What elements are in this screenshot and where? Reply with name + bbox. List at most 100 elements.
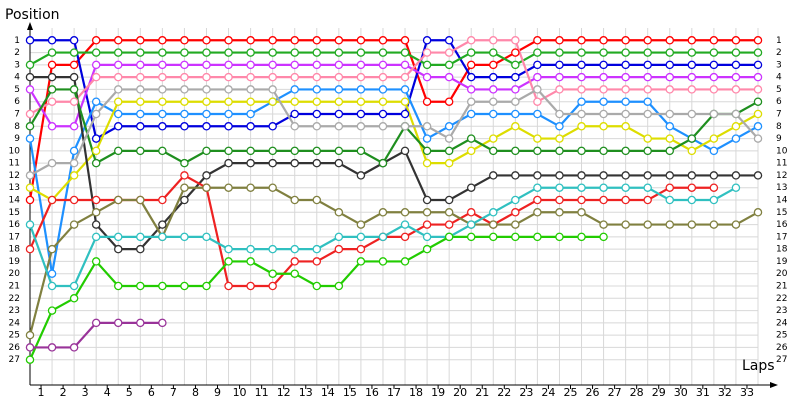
position-marker (268, 72, 277, 82)
position-marker (621, 183, 630, 192)
position-marker (400, 97, 410, 106)
position-marker (621, 36, 630, 45)
x-tick-label: 29 (652, 386, 666, 399)
position-marker (422, 60, 432, 70)
position-marker (356, 85, 366, 94)
position-marker (466, 208, 476, 217)
position-marker (158, 36, 167, 45)
position-marker (180, 281, 189, 291)
position-marker (400, 146, 410, 156)
position-marker (577, 146, 586, 156)
position-marker (224, 158, 233, 168)
position-marker (25, 36, 35, 45)
position-marker (312, 97, 322, 106)
position-marker (202, 36, 211, 45)
position-marker (91, 36, 101, 45)
position-marker (356, 109, 366, 119)
position-marker (643, 134, 652, 143)
position-marker (47, 48, 57, 57)
y-tick-label: 21 (9, 282, 20, 292)
position-marker (643, 36, 652, 45)
position-marker (202, 48, 211, 57)
position-marker (91, 48, 101, 57)
position-marker (334, 48, 344, 57)
position-marker (577, 232, 586, 242)
position-marker (709, 60, 719, 70)
x-tick-label: 5 (126, 386, 133, 399)
position-marker (489, 134, 498, 143)
position-marker (180, 48, 189, 57)
y-tick-label: 15 (9, 208, 20, 218)
position-marker (400, 48, 410, 57)
position-marker (687, 85, 697, 94)
y-tick-label: 25 (9, 331, 20, 341)
position-marker (113, 318, 123, 328)
y-tick-label-right: 13 (776, 183, 787, 193)
position-marker (753, 109, 763, 119)
position-marker (511, 171, 520, 180)
position-marker (91, 60, 101, 70)
position-marker (25, 109, 35, 119)
position-marker (643, 171, 652, 180)
y-tick-label: 12 (9, 171, 20, 181)
position-marker (246, 122, 255, 131)
position-marker (489, 97, 498, 106)
position-marker (47, 36, 57, 45)
x-tick-label: 25 (563, 386, 577, 399)
position-marker (268, 281, 277, 291)
position-marker (687, 72, 697, 82)
x-tick-label: 14 (321, 386, 335, 399)
position-marker (555, 183, 564, 192)
position-marker (466, 72, 476, 82)
position-marker (290, 109, 299, 119)
y-tick-label: 2 (14, 48, 20, 58)
position-marker (731, 36, 741, 45)
position-marker (665, 171, 675, 180)
position-marker (224, 97, 233, 106)
y-tick-label-right: 11 (776, 159, 787, 169)
position-marker (202, 97, 211, 106)
y-tick-label: 23 (9, 306, 20, 316)
position-marker (753, 97, 763, 106)
position-marker (511, 48, 520, 57)
position-marker (466, 109, 476, 119)
position-marker (444, 48, 454, 57)
position-marker (665, 60, 675, 70)
position-marker (466, 36, 476, 45)
position-marker (224, 257, 233, 266)
position-marker (246, 158, 255, 168)
position-marker (69, 281, 79, 291)
position-marker (268, 269, 277, 278)
y-tick-label-right: 25 (776, 331, 787, 341)
position-marker (422, 146, 432, 156)
x-tick-label: 22 (497, 386, 511, 399)
position-marker (533, 109, 542, 119)
position-marker (577, 36, 586, 45)
y-tick-label-right: 4 (776, 73, 782, 83)
position-marker (202, 60, 211, 70)
position-marker (643, 220, 652, 229)
position-marker (731, 48, 741, 57)
position-marker (47, 244, 57, 254)
position-marker (665, 48, 675, 57)
position-marker (246, 281, 255, 291)
position-marker (290, 122, 299, 131)
position-marker (665, 109, 675, 119)
position-marker (511, 220, 520, 229)
position-marker (356, 60, 366, 70)
position-marker (533, 72, 542, 82)
position-marker (577, 48, 586, 57)
position-marker (599, 97, 608, 106)
position-marker (709, 85, 719, 94)
position-marker (489, 208, 498, 217)
position-marker (599, 109, 608, 119)
x-tick-label: 32 (718, 386, 732, 399)
position-marker (444, 195, 454, 205)
position-marker (69, 48, 79, 57)
x-tick-label: 3 (82, 386, 89, 399)
y-tick-label-right: 12 (776, 171, 787, 181)
position-marker (687, 60, 697, 70)
x-tick-label: 26 (586, 386, 600, 399)
position-marker (577, 171, 586, 180)
position-marker (180, 72, 189, 82)
